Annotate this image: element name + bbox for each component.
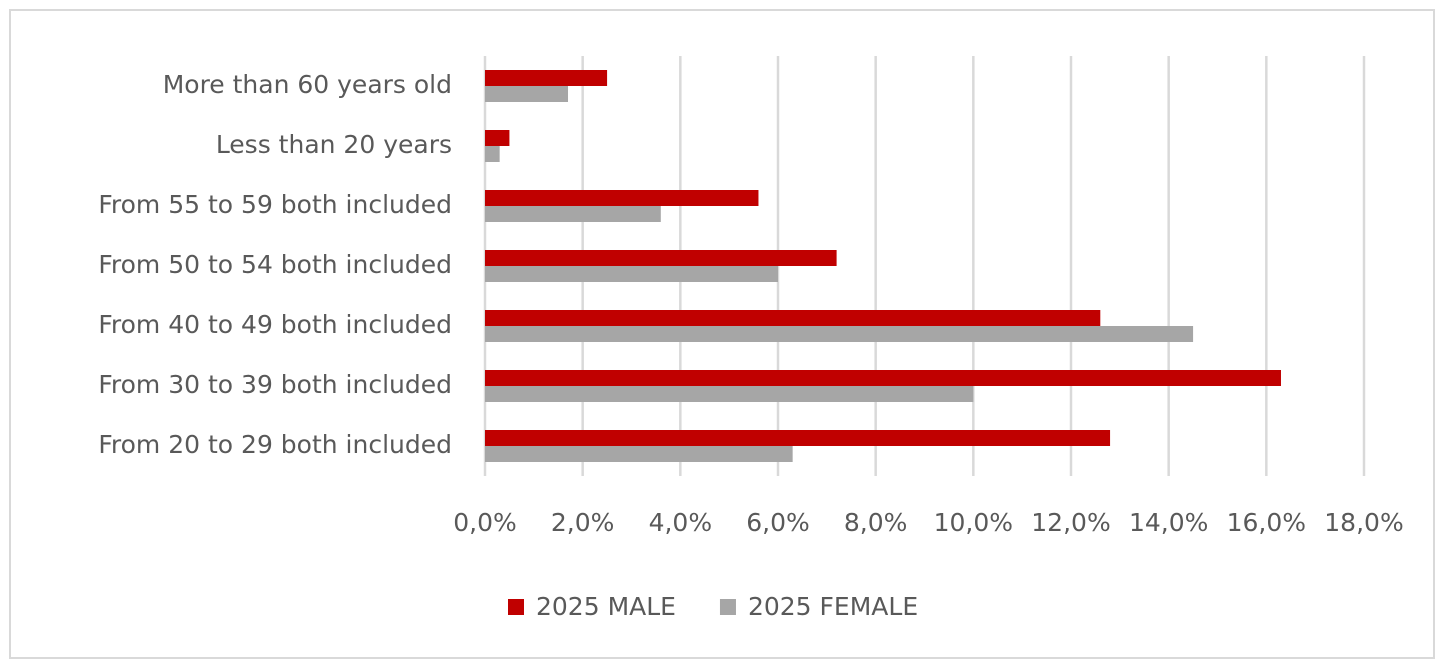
x-tick-label: 8,0%: [844, 508, 908, 537]
x-tick-label: 2,0%: [551, 508, 615, 537]
legend-label: 2025 FEMALE: [748, 592, 918, 621]
bar: [485, 446, 793, 462]
bar: [485, 326, 1194, 342]
legend-swatch: [508, 599, 524, 615]
bar: [485, 70, 608, 86]
bar: [485, 206, 661, 222]
x-tick-label: 18,0%: [1324, 508, 1403, 537]
y-tick-label: From 30 to 39 both included: [98, 370, 452, 399]
bar: [485, 430, 1111, 446]
bar: [485, 146, 500, 162]
legend-label: 2025 MALE: [536, 592, 676, 621]
x-tick-label: 10,0%: [934, 508, 1013, 537]
bar: [485, 190, 759, 206]
x-tick-label: 16,0%: [1227, 508, 1306, 537]
bar: [485, 250, 837, 266]
bar: [485, 386, 974, 402]
x-tick-label: 4,0%: [649, 508, 713, 537]
y-tick-label: More than 60 years old: [163, 70, 452, 99]
bar: [485, 266, 778, 282]
y-tick-label: From 50 to 54 both included: [98, 250, 452, 279]
x-tick-label: 14,0%: [1129, 508, 1208, 537]
x-tick-label: 0,0%: [453, 508, 517, 537]
x-tick-label: 6,0%: [746, 508, 810, 537]
bar: [485, 130, 510, 146]
y-tick-label: Less than 20 years: [216, 130, 452, 159]
bar: [485, 370, 1281, 386]
y-tick-label: From 55 to 59 both included: [98, 190, 452, 219]
bar: [485, 86, 569, 102]
y-tick-label: From 20 to 29 both included: [98, 430, 452, 459]
x-tick-label: 12,0%: [1031, 508, 1110, 537]
bar: [485, 310, 1101, 326]
y-tick-label: From 40 to 49 both included: [98, 310, 452, 339]
legend-swatch: [719, 599, 736, 615]
